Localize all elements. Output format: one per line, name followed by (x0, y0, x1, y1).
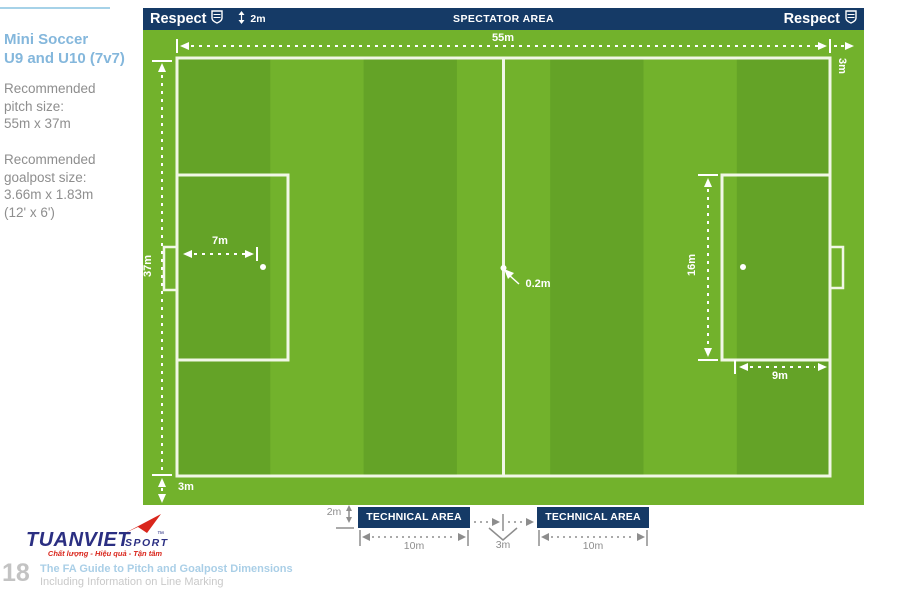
dim-37m-label: 37m (142, 254, 154, 278)
dim-7m-label: 7m (212, 235, 228, 247)
dim-02m-label: 0.2m (525, 278, 551, 290)
brand-tagline: Chất lượng - Hiệu quả - Tận tâm (47, 549, 163, 558)
respect-label-right: Respect (783, 11, 840, 27)
vertical-arrow-icon (238, 11, 245, 27)
dim-55m-label: 55m (491, 32, 515, 44)
goalpost-size-note: Recommended goalpost size: 3.66m x 1.83m… (4, 152, 96, 220)
respect-label-left: Respect (150, 11, 207, 27)
technical-area-left: TECHNICAL AREA (358, 507, 470, 528)
spectator-bar: SPECTATOR AREA Respect 2m Respect (143, 8, 864, 30)
dim-10m-left-label: 10m (403, 540, 425, 552)
document-title: The FA Guide to Pitch and Goalpost Dimen… (40, 563, 293, 575)
dim-2m-technical-label: 2m (326, 506, 342, 518)
dim-9m-label: 9m (772, 370, 788, 382)
touchline-margin-label: 2m (250, 13, 266, 25)
sidebar-title: Mini Soccer U9 and U10 (7v7) (4, 31, 125, 67)
dim-3m-bottom-label: 3m (178, 481, 194, 493)
brand-logo-subtext: SPORT (125, 537, 169, 549)
pitch-diagram: 55m 3m 37m 7m 0.2m 16m 9m 3m (142, 30, 864, 505)
dim-3m-gap-label: 3m (495, 539, 511, 551)
document-subtitle: Including Information on Line Marking (40, 576, 224, 588)
page-number: 18 (2, 559, 30, 587)
technical-area-right: TECHNICAL AREA (537, 507, 649, 528)
fa-crest-icon (211, 9, 224, 29)
pitch-markings-svg (143, 30, 864, 505)
brand-logo-text: TUANVIET (26, 529, 130, 551)
trademark-symbol: ™ (157, 531, 164, 538)
pitch-size-note: Recommended pitch size: 55m x 37m (4, 81, 96, 131)
sidebar-divider (0, 7, 110, 9)
dim-3m-top-label: 3m (836, 58, 848, 74)
dim-16m-label: 16m (686, 253, 698, 277)
fa-crest-icon (845, 9, 857, 29)
brand-plane-icon (125, 514, 161, 533)
technical-dimensions-svg (336, 505, 648, 546)
dim-10m-right-label: 10m (582, 540, 604, 552)
